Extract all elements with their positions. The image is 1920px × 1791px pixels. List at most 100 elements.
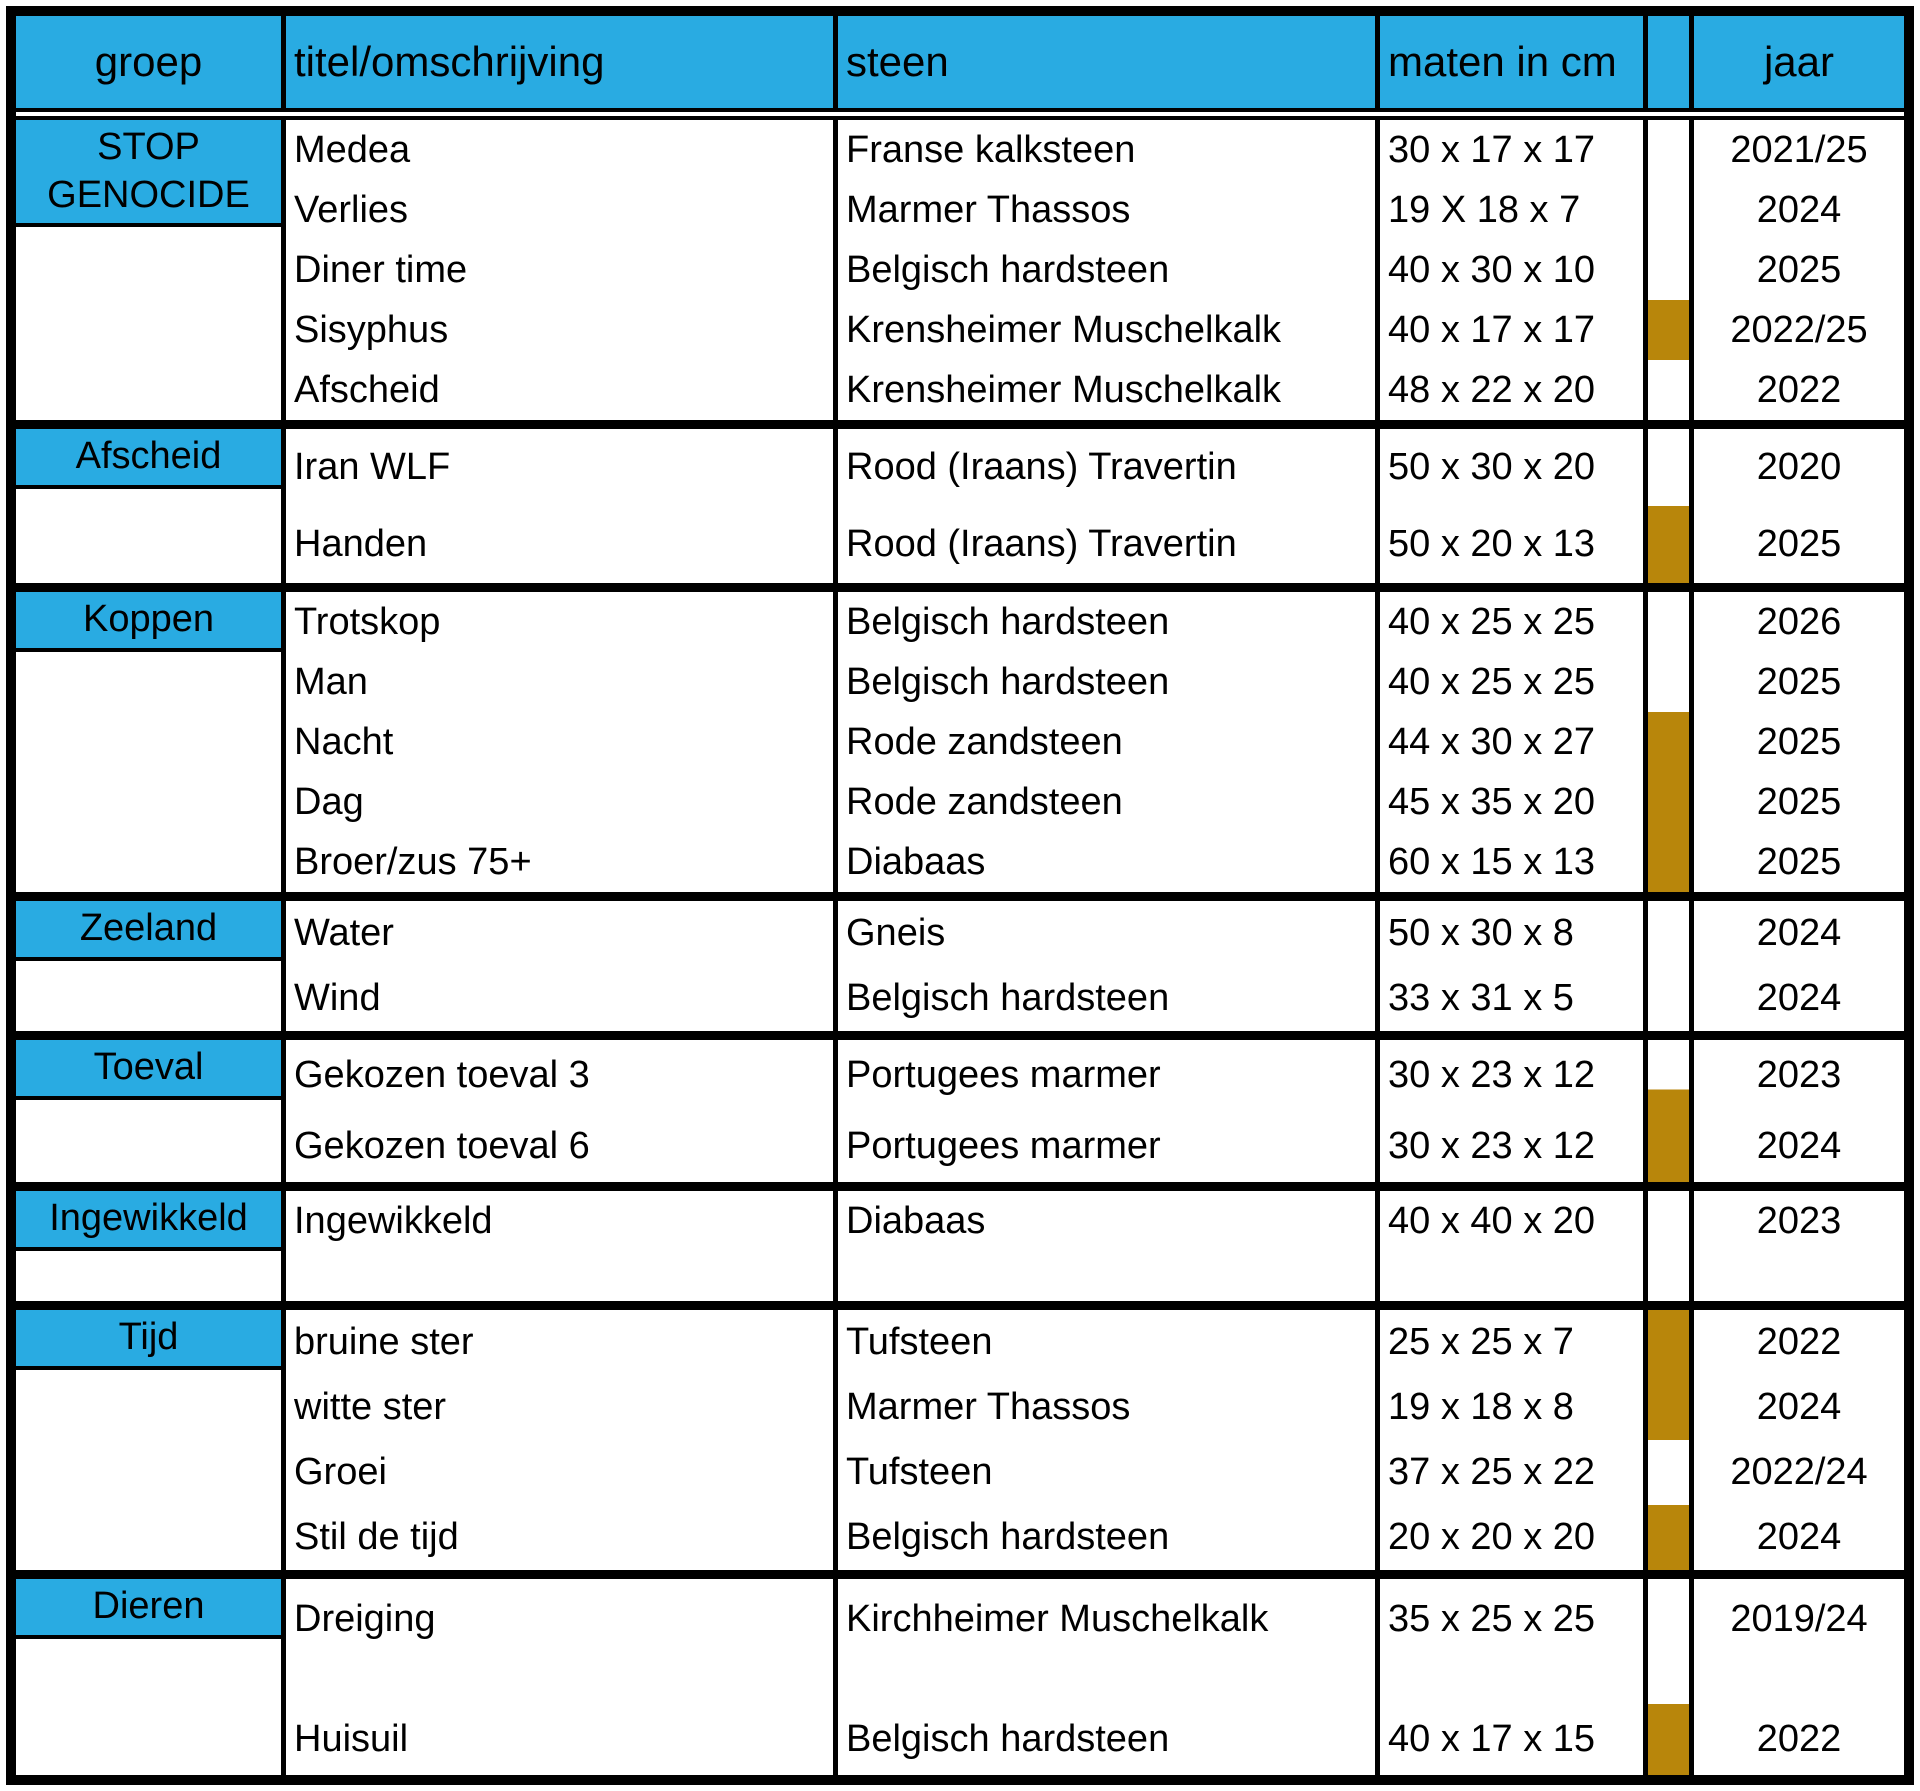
marker-cell xyxy=(1648,712,1694,772)
cell-maten: 50 x 30 x 20 xyxy=(1380,429,1648,506)
spacer-cell xyxy=(838,1659,1380,1704)
cell-jaar: 2024 xyxy=(1694,1375,1904,1440)
marker-cell xyxy=(1648,772,1694,832)
table-row: bruine ster Tufsteen 25 x 25 x 7 2022 xyxy=(286,1310,1904,1375)
spacer-cell xyxy=(1648,1659,1694,1704)
cell-titel: Groei xyxy=(286,1440,838,1505)
marker-cell xyxy=(1648,1310,1694,1375)
cell-jaar: 2025 xyxy=(1694,832,1904,892)
table-row: Dag Rode zandsteen 45 x 35 x 20 2025 xyxy=(286,772,1904,832)
spacer-cell xyxy=(1694,1659,1904,1704)
cell-titel: Man xyxy=(286,652,838,712)
cell-steen: Tufsteen xyxy=(838,1310,1380,1375)
header-groep: groep xyxy=(16,16,286,108)
table-row: Verlies Marmer Thassos 19 X 18 x 7 2024 xyxy=(286,180,1904,240)
cell-titel: Dag xyxy=(286,772,838,832)
marker-cell xyxy=(1648,1505,1694,1570)
cell-titel: Iran WLF xyxy=(286,429,838,506)
header-steen: steen xyxy=(838,16,1380,108)
cell-steen: Portugees marmer xyxy=(838,1040,1380,1111)
cell-jaar: 2023 xyxy=(1694,1040,1904,1111)
table-row: Wind Belgisch hardsteen 33 x 31 x 5 2024 xyxy=(286,966,1904,1031)
cell-steen: Belgisch hardsteen xyxy=(838,966,1380,1031)
cell-jaar: 2025 xyxy=(1694,240,1904,300)
cell-titel: Dreiging xyxy=(286,1579,838,1659)
cell-titel: witte ster xyxy=(286,1375,838,1440)
group-column: Dieren xyxy=(16,1579,286,1775)
cell-jaar: 2023 xyxy=(1694,1191,1904,1251)
header-jaar: jaar xyxy=(1763,38,1835,85)
cell-maten: 30 x 17 x 17 xyxy=(1380,120,1648,180)
cell-maten: 48 x 22 x 20 xyxy=(1380,360,1648,420)
cell-jaar: 2022/24 xyxy=(1694,1440,1904,1505)
spacer-cell xyxy=(1380,1659,1648,1704)
cell-titel: Huisuil xyxy=(286,1704,838,1775)
table-row: Dreiging Kirchheimer Muschelkalk 35 x 25 x… xyxy=(286,1579,1904,1659)
cell-jaar: 2026 xyxy=(1694,592,1904,652)
cell-titel: Nacht xyxy=(286,712,838,772)
cell-steen: Rood (Iraans) Travertin xyxy=(838,506,1380,583)
cell-steen: Belgisch hardsteen xyxy=(838,652,1380,712)
group-column: Toeval xyxy=(16,1040,286,1182)
marker-cell xyxy=(1648,360,1694,420)
cell-maten: 60 x 15 x 13 xyxy=(1380,832,1648,892)
group-section: Ingewikkeld Ingewikkeld Diabaas 40 x 40 x 2… xyxy=(16,1191,1904,1310)
cell-jaar: 2025 xyxy=(1694,712,1904,772)
marker-cell xyxy=(1648,180,1694,240)
table-row: witte ster Marmer Thassos 19 x 18 x 8 2024 xyxy=(286,1375,1904,1440)
group-label: Afscheid xyxy=(16,429,281,489)
cell-jaar: 2025 xyxy=(1694,506,1904,583)
cell-maten: 40 x 30 x 10 xyxy=(1380,240,1648,300)
marker-cell xyxy=(1648,901,1694,966)
group-section: STOP GENOCIDE Medea Franse kalksteen 30 x 1… xyxy=(16,120,1904,429)
cell-titel: Trotskop xyxy=(286,592,838,652)
group-section: Zeeland Water Gneis 50 x 30 x 8 2024 Wind Belg… xyxy=(16,901,1904,1040)
group-rows: Iran WLF Rood (Iraans) Travertin 50 x 30 x… xyxy=(286,429,1904,583)
cell-maten: 40 x 17 x 17 xyxy=(1380,300,1648,360)
group-label: Dieren xyxy=(16,1579,281,1639)
cell-jaar: 2024 xyxy=(1694,966,1904,1031)
cell-steen: Belgisch hardsteen xyxy=(838,1704,1380,1775)
cell-titel: Stil de tijd xyxy=(286,1505,838,1570)
table-row: Afscheid Krensheimer Muschelkalk 48 x 22 x… xyxy=(286,360,1904,420)
cell-titel: Gekozen toeval 6 xyxy=(286,1111,838,1182)
spacer-cell xyxy=(286,1251,838,1301)
cell-titel: Ingewikkeld xyxy=(286,1191,838,1251)
cell-steen: Rode zandsteen xyxy=(838,772,1380,832)
spacer-cell xyxy=(1380,1251,1648,1301)
cell-maten: 30 x 23 x 12 xyxy=(1380,1111,1648,1182)
group-rows: Ingewikkeld Diabaas 40 x 40 x 20 2023 xyxy=(286,1191,1904,1301)
cell-jaar: 2019/24 xyxy=(1694,1579,1904,1659)
cell-maten: 35 x 25 x 25 xyxy=(1380,1579,1648,1659)
marker-cell xyxy=(1648,966,1694,1031)
group-label: Koppen xyxy=(16,592,281,652)
header-marker-column xyxy=(1648,16,1694,108)
cell-jaar: 2024 xyxy=(1694,1111,1904,1182)
group-rows: Water Gneis 50 x 30 x 8 2024 Wind Belgisch ha… xyxy=(286,901,1904,1031)
marker-cell xyxy=(1648,120,1694,180)
cell-jaar: 2022/25 xyxy=(1694,300,1904,360)
cell-maten: 40 x 40 x 20 xyxy=(1380,1191,1648,1251)
group-section: Toeval Gekozen toeval 3 Portugees marmer 30… xyxy=(16,1040,1904,1191)
cell-jaar: 2025 xyxy=(1694,652,1904,712)
cell-steen: Portugees marmer xyxy=(838,1111,1380,1182)
cell-maten: 33 x 31 x 5 xyxy=(1380,966,1648,1031)
cell-steen: Rood (Iraans) Travertin xyxy=(838,429,1380,506)
cell-maten: 50 x 20 x 13 xyxy=(1380,506,1648,583)
cell-maten: 19 x 18 x 8 xyxy=(1380,1375,1648,1440)
group-label: Zeeland xyxy=(16,901,281,961)
cell-steen: Franse kalksteen xyxy=(838,120,1380,180)
cell-titel: Gekozen toeval 3 xyxy=(286,1040,838,1111)
cell-steen: Belgisch hardsteen xyxy=(838,1505,1380,1570)
marker-cell xyxy=(1648,240,1694,300)
header-maten: maten in cm xyxy=(1380,16,1648,108)
marker-cell xyxy=(1648,1579,1694,1659)
table-row: Ingewikkeld Diabaas 40 x 40 x 20 2023 xyxy=(286,1191,1904,1251)
group-rows: Medea Franse kalksteen 30 x 17 x 17 2021/25… xyxy=(286,120,1904,420)
cell-titel: Handen xyxy=(286,506,838,583)
marker-cell xyxy=(1648,1440,1694,1505)
cell-steen: Krensheimer Muschelkalk xyxy=(838,300,1380,360)
marker-cell xyxy=(1648,592,1694,652)
table-row: Medea Franse kalksteen 30 x 17 x 17 2021/25 xyxy=(286,120,1904,180)
group-column: Tijd xyxy=(16,1310,286,1570)
